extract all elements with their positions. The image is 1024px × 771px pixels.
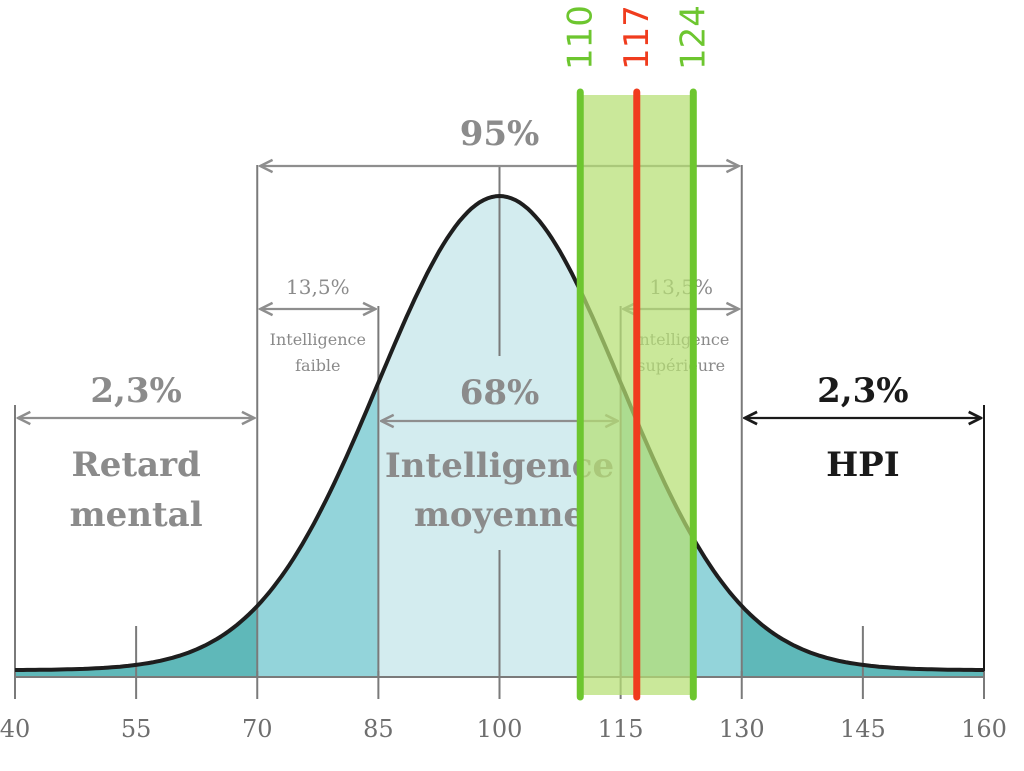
range-percent-4: 2,3% [90,371,181,411]
range-label-3-0: Intelligence [385,446,614,486]
curve-region-4 [741,606,984,677]
x-tick-label: 115 [598,715,644,743]
x-tick-labels: 40 55 70 85 100 115 130 145 160 [0,715,1007,743]
range-label-4-0: Retard [71,445,200,485]
x-tick-label: 100 [477,715,523,743]
x-axis [14,626,985,699]
bell-curve-line [15,194,984,672]
x-tick-label: 70 [242,715,273,743]
range-percent-1: 13,5% [286,275,350,299]
range-label-3-1: moyenne [414,495,585,535]
range-label-5-0: HPI [826,445,900,485]
x-tick-label: 160 [961,715,1007,743]
range-percent-3: 68% [460,373,540,413]
range-label-4-1: mental [70,495,203,535]
normal-curve [15,194,984,672]
x-tick-label: 85 [363,715,394,743]
x-tick-label: 145 [840,715,886,743]
score-marker-label-110: 110 [560,5,600,70]
curve-region-2 [378,196,621,677]
range-percent-0: 95% [460,114,540,154]
score-marker-label-124: 124 [673,5,713,70]
x-tick-label: 55 [121,715,152,743]
range-label-1-0: Intelligence [270,330,366,349]
boundary-lines [14,165,985,677]
range-label-1-1: faible [295,356,340,375]
range-percent-5: 2,3% [817,371,908,411]
score-marker-label-117: 117 [617,5,657,70]
score-markers: 110 117 124 [560,5,713,701]
x-tick-label: 40 [0,715,30,743]
curve-region-0 [15,606,258,677]
x-tick-label: 130 [719,715,765,743]
